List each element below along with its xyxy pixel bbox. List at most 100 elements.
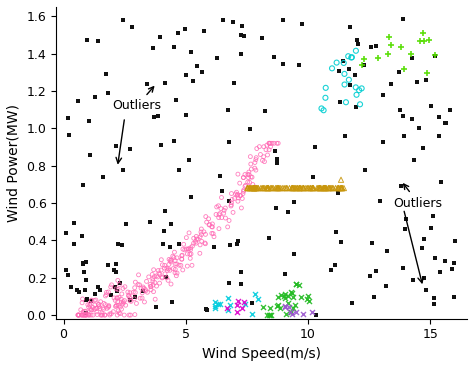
Point xyxy=(268,185,276,191)
Point xyxy=(292,185,300,191)
Point xyxy=(290,294,297,300)
Point xyxy=(309,185,317,191)
Point xyxy=(185,246,193,252)
Point xyxy=(265,235,273,241)
Point xyxy=(167,259,174,265)
Point xyxy=(87,307,95,313)
Point xyxy=(149,278,157,284)
Point xyxy=(266,305,274,311)
Point xyxy=(329,185,337,191)
Point xyxy=(340,185,347,191)
Point xyxy=(180,241,187,247)
Point xyxy=(226,302,234,308)
Point xyxy=(228,191,235,197)
Point xyxy=(124,289,132,295)
Point xyxy=(133,300,140,306)
Point xyxy=(126,290,134,296)
Point xyxy=(384,51,392,57)
Point xyxy=(246,185,254,191)
Point xyxy=(167,244,174,250)
Point xyxy=(233,189,240,195)
Point xyxy=(272,148,279,154)
Point xyxy=(399,113,407,118)
Point xyxy=(224,224,231,230)
Point xyxy=(302,185,310,191)
Point xyxy=(93,312,101,318)
Point xyxy=(206,222,213,228)
Point xyxy=(328,267,335,273)
Point xyxy=(261,159,268,164)
Point xyxy=(101,312,109,318)
Point xyxy=(155,268,162,273)
Point xyxy=(192,240,200,246)
Point xyxy=(234,302,241,308)
Point xyxy=(126,298,134,304)
Point xyxy=(210,244,218,250)
Point xyxy=(88,298,95,304)
Point xyxy=(311,144,319,150)
Point xyxy=(310,185,317,191)
Point xyxy=(229,209,237,215)
Point xyxy=(252,157,260,163)
Point xyxy=(425,38,433,43)
Point xyxy=(201,28,208,34)
Point xyxy=(85,312,92,318)
Point xyxy=(293,185,301,191)
Point xyxy=(154,113,161,119)
Point xyxy=(151,296,159,302)
Point xyxy=(246,125,254,131)
Point xyxy=(219,17,227,23)
Point xyxy=(78,300,86,306)
Point xyxy=(128,24,136,30)
Point xyxy=(248,300,256,306)
Point xyxy=(146,219,154,225)
Point xyxy=(429,213,437,219)
Point xyxy=(430,301,438,307)
Point xyxy=(113,312,121,318)
Point xyxy=(121,298,128,304)
Point xyxy=(172,97,180,103)
Point xyxy=(105,289,112,295)
Point xyxy=(170,255,178,261)
Point xyxy=(166,268,173,273)
Point xyxy=(451,238,458,244)
Point xyxy=(341,82,348,88)
Point xyxy=(232,191,239,197)
Point xyxy=(310,174,317,180)
Point xyxy=(136,282,143,288)
Point xyxy=(352,84,360,90)
Point xyxy=(249,181,256,187)
Point xyxy=(93,309,100,315)
Point xyxy=(356,101,364,107)
Point xyxy=(119,286,127,291)
Point xyxy=(135,272,142,278)
Point xyxy=(189,243,196,249)
Point xyxy=(249,185,257,191)
Point xyxy=(289,185,297,191)
Point xyxy=(111,284,119,290)
Point xyxy=(244,185,251,191)
Point xyxy=(114,302,122,308)
Point xyxy=(238,195,246,201)
Point xyxy=(156,34,164,40)
Point xyxy=(89,305,97,311)
Point xyxy=(270,140,278,146)
Point xyxy=(167,257,175,263)
Point xyxy=(358,85,365,91)
Point xyxy=(104,90,111,96)
Point xyxy=(176,167,183,173)
Point xyxy=(410,157,418,163)
Point xyxy=(228,197,236,202)
Point xyxy=(81,308,88,314)
Point xyxy=(216,210,224,216)
Point xyxy=(255,185,262,191)
Point xyxy=(183,251,191,257)
Point xyxy=(286,185,293,191)
Point xyxy=(185,157,192,163)
Point xyxy=(104,304,112,310)
Point xyxy=(98,312,105,318)
Point xyxy=(227,203,235,209)
Point xyxy=(231,195,238,201)
Point xyxy=(88,298,95,304)
Point xyxy=(345,53,352,59)
